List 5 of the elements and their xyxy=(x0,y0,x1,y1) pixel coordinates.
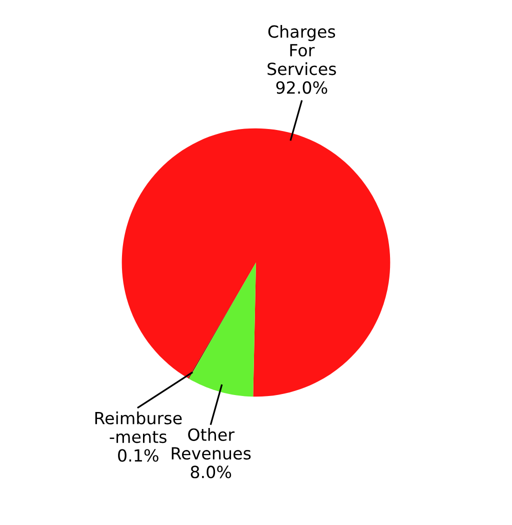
slice-label: Charges For Services xyxy=(268,24,336,76)
data-label: 0.1% xyxy=(118,449,158,462)
data-label: 8.0% xyxy=(190,466,232,478)
pie-slice xyxy=(122,128,390,397)
data-label: 92.0% xyxy=(276,81,328,94)
